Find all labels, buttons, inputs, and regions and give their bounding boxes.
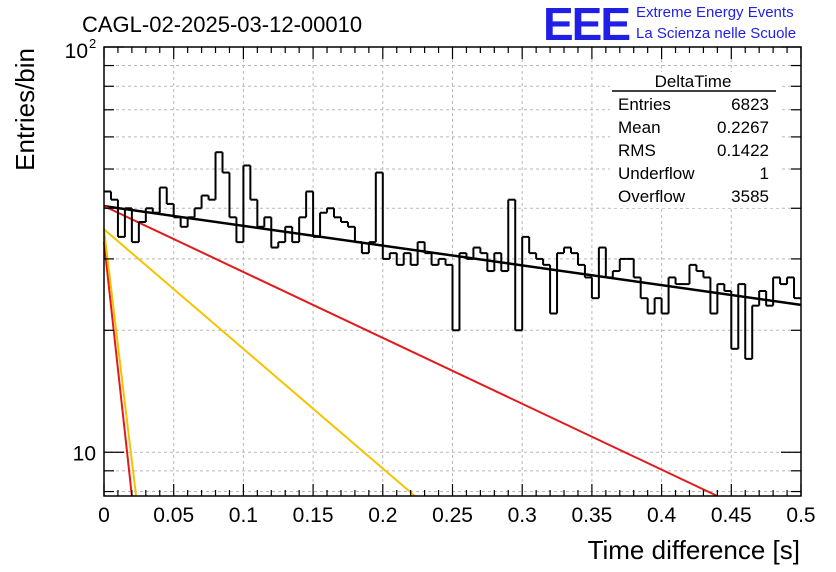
stats-row-label: Entries [618, 95, 671, 114]
fit-line [103, 205, 718, 497]
x-tick-label: 0.35 [571, 504, 612, 527]
project-subtitle: La Scienza nelle Scuole [636, 25, 796, 42]
y-tick-label-exponent: 2 [89, 36, 96, 51]
y-tick-label: 10 [73, 442, 96, 465]
stats-row-label: Overflow [618, 187, 686, 206]
stats-row-label: RMS [618, 141, 656, 160]
stats-row-value: 0.1422 [717, 141, 769, 160]
x-tick-label: 0.4 [647, 504, 677, 527]
fit-line [103, 228, 416, 497]
x-tick-label: 0.25 [432, 504, 473, 527]
project-name: Extreme Energy Events [636, 4, 794, 21]
eee-logo: EEE [543, 0, 629, 50]
stats-row-label: Underflow [618, 164, 695, 183]
stats-box: DeltaTime Entries 6823 Mean 0.2267 RMS 0.1422… [610, 72, 780, 208]
stats-row-value: 0.2267 [717, 118, 769, 137]
stats-row-value: 6823 [731, 95, 769, 114]
x-tick-label: 0.15 [293, 504, 334, 527]
stats-row-value: 1 [760, 164, 769, 183]
x-tick-labels: 0 0.05 0.1 0.15 0.2 0.25 0.3 0.35 0.4 0.45 0.5 [98, 504, 815, 527]
y-axis-label: Entries/bin [10, 48, 40, 171]
x-tick-label: 0.2 [368, 504, 397, 527]
fit-line [103, 242, 133, 497]
run-title: CAGL-02-2025-03-12-00010 [82, 12, 362, 37]
histogram [104, 151, 801, 360]
fit-lines [103, 204, 802, 497]
x-tick-label: 0.1 [229, 504, 258, 527]
x-axis-label: Time difference [s] [588, 535, 800, 565]
x-tick-label: 0.3 [508, 504, 537, 527]
fit-line [103, 229, 138, 497]
x-tick-label: 0 [98, 504, 110, 527]
x-tick-label: 0.05 [153, 504, 194, 527]
x-tick-label: 0.45 [711, 504, 752, 527]
y-tick-label: 10 [65, 40, 88, 63]
stats-row-value: 3585 [731, 187, 769, 206]
stats-row-label: Mean [618, 118, 661, 137]
axis-ticks [103, 46, 802, 496]
stats-title: DeltaTime [655, 72, 732, 91]
fit-line [103, 204, 802, 307]
x-tick-label: 0.5 [786, 504, 815, 527]
